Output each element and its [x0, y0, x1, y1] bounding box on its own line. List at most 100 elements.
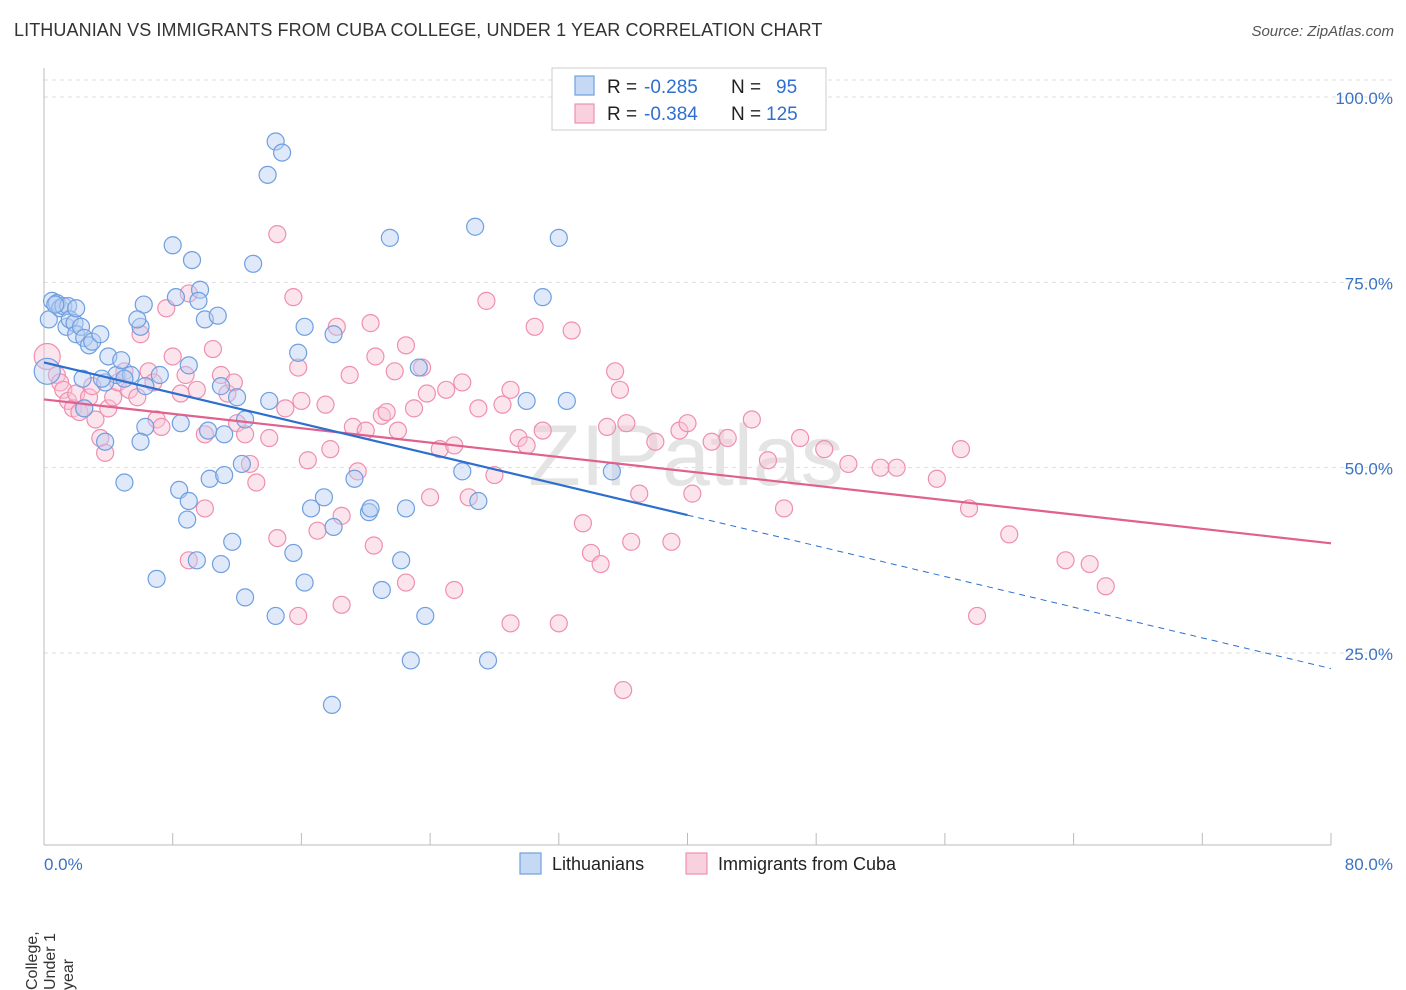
data-point — [678, 414, 697, 433]
data-point — [295, 573, 314, 592]
legend-swatch-cuba — [685, 852, 708, 875]
data-point — [742, 410, 761, 429]
data-point — [272, 143, 292, 162]
data-point — [298, 451, 317, 470]
data-point — [258, 165, 277, 184]
data-point — [791, 428, 810, 448]
x-tick-label: 80.0% — [1345, 855, 1393, 874]
data-point — [951, 440, 971, 459]
data-point — [46, 295, 65, 314]
data-point — [295, 317, 314, 336]
y-tick-label: 25.0% — [1345, 645, 1393, 664]
data-point — [195, 499, 214, 518]
data-point — [445, 580, 464, 600]
data-point — [871, 458, 890, 477]
legend-label-lithuanians: Lithuanians — [552, 854, 644, 874]
grid-lines — [44, 79, 1393, 654]
data-point — [91, 325, 110, 344]
data-point — [276, 399, 295, 418]
stat-n-value: 95 — [776, 77, 797, 98]
y-tick-labels: 100.0% 75.0% 50.0% 25.0% — [1335, 89, 1393, 664]
data-point — [131, 432, 150, 451]
data-point — [815, 440, 834, 459]
data-point — [396, 499, 416, 518]
data-point — [417, 384, 436, 403]
y-tick-label: 100.0% — [1335, 89, 1393, 108]
data-point — [289, 343, 308, 362]
chart-title: LITHUANIAN VS IMMIGRANTS FROM CUBA COLLE… — [14, 20, 823, 40]
data-point — [152, 417, 171, 436]
data-point — [388, 421, 408, 440]
data-point — [453, 462, 472, 481]
data-point — [453, 373, 472, 392]
data-point — [73, 369, 92, 388]
data-point — [409, 358, 428, 377]
data-point — [416, 606, 435, 626]
data-point — [839, 454, 858, 474]
data-point — [292, 391, 311, 411]
data-point — [324, 517, 343, 537]
data-point — [96, 432, 115, 451]
data-point — [927, 469, 946, 488]
data-point — [244, 254, 263, 273]
data-point — [591, 554, 610, 574]
data-point — [396, 573, 416, 592]
data-point — [289, 358, 308, 377]
data-point — [260, 391, 279, 411]
data-point — [131, 325, 150, 344]
data-point — [437, 380, 456, 399]
data-point — [477, 291, 496, 310]
data-point — [385, 362, 404, 381]
data-point — [340, 365, 359, 385]
data-point — [469, 399, 488, 418]
data-point — [314, 488, 334, 507]
data-point — [211, 554, 231, 574]
data-point — [235, 410, 255, 429]
stat-r-value: -0.285 — [644, 77, 698, 98]
data-point — [602, 462, 621, 481]
data-point — [758, 451, 778, 470]
data-point — [1080, 554, 1099, 574]
data-point — [466, 217, 485, 236]
series-lithuanians — [33, 132, 621, 714]
data-point — [517, 391, 536, 411]
data-point — [150, 365, 169, 385]
data-point — [597, 417, 617, 436]
data-point — [702, 432, 721, 451]
data-point — [208, 306, 227, 325]
data-point — [284, 543, 303, 563]
data-point — [617, 414, 636, 433]
data-point — [189, 291, 208, 310]
data-point — [469, 491, 488, 511]
data-point — [200, 469, 219, 488]
data-point — [345, 469, 364, 488]
chart-source: Source: ZipAtlas.com — [1251, 23, 1394, 40]
data-point — [562, 321, 581, 340]
data-point — [232, 454, 251, 474]
data-point — [260, 428, 279, 448]
data-point — [525, 317, 544, 336]
data-point — [324, 325, 343, 344]
data-point — [549, 228, 568, 247]
stat-n-label: N = — [731, 104, 761, 125]
data-point — [179, 491, 198, 511]
data-point — [533, 421, 552, 440]
data-point — [361, 499, 380, 518]
data-point — [215, 425, 234, 444]
data-point — [401, 651, 420, 670]
data-point — [215, 465, 234, 485]
data-point — [86, 410, 105, 429]
stat-r-label: R = — [607, 104, 637, 125]
data-point — [247, 473, 266, 492]
data-point — [610, 380, 630, 399]
data-point — [71, 317, 91, 336]
data-point — [171, 414, 190, 433]
data-point — [573, 514, 593, 533]
data-point — [266, 606, 285, 626]
data-point — [187, 380, 206, 399]
data-point — [622, 532, 641, 551]
data-point — [501, 614, 520, 633]
data-point — [361, 314, 380, 333]
y-tick-label: 75.0% — [1345, 274, 1393, 293]
data-point — [501, 380, 520, 399]
